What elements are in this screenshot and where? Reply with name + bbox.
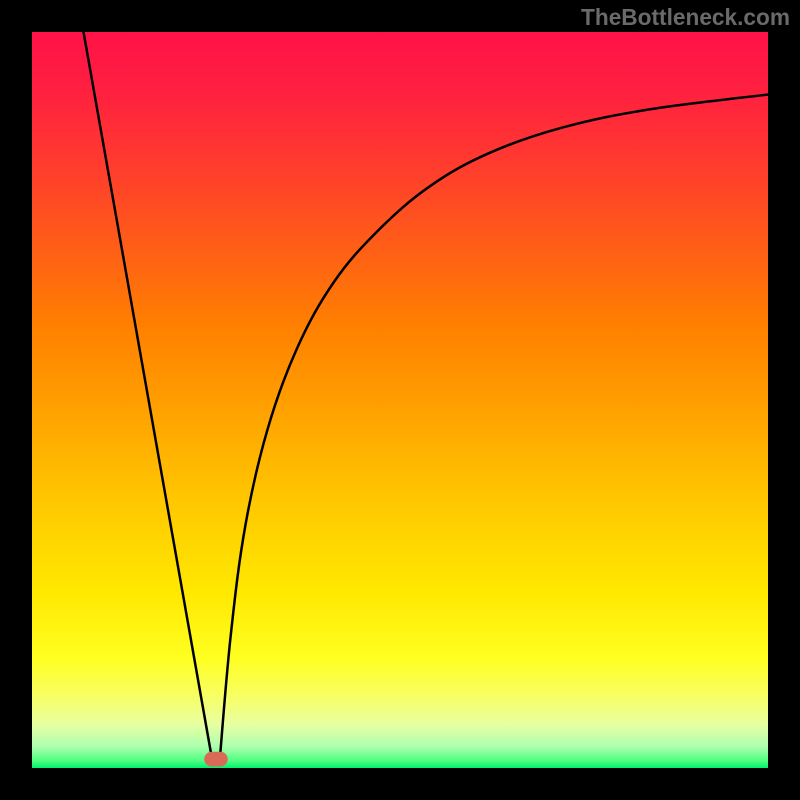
chart-container: TheBottleneck.com: [0, 0, 800, 800]
gradient-background: [32, 32, 768, 768]
chart-svg: [0, 0, 800, 800]
minimum-marker: [204, 752, 228, 767]
watermark-text: TheBottleneck.com: [581, 4, 790, 31]
